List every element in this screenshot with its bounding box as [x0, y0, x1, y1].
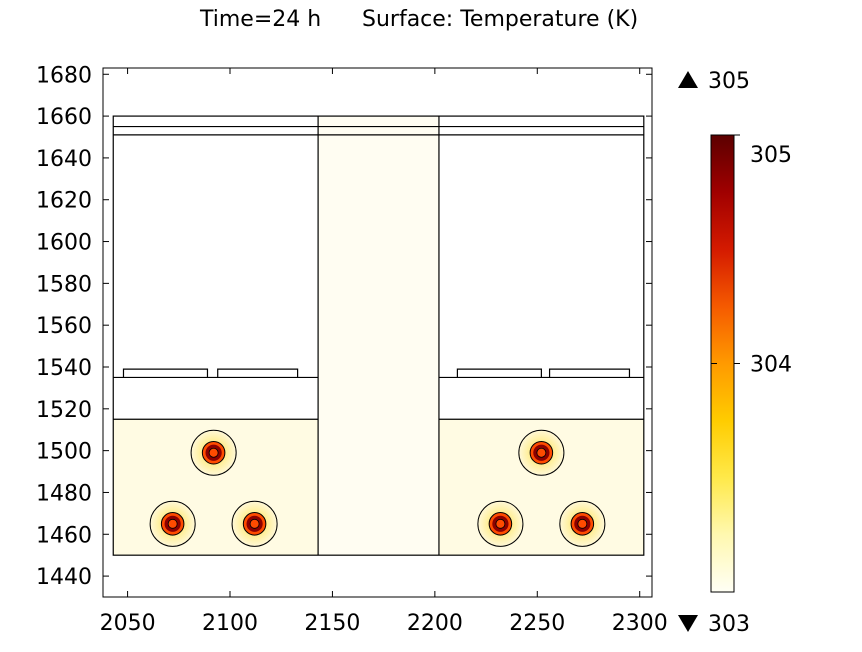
- source-inner: [536, 447, 547, 458]
- colorbar-min-label: 303: [708, 612, 750, 637]
- heat-source: [231, 500, 278, 547]
- y-tick-label: 1540: [36, 356, 92, 381]
- colorbar-tick-label: 304: [750, 353, 792, 378]
- geometry-outline: [112, 115, 645, 556]
- y-tick-label: 1640: [36, 147, 92, 172]
- source-inner: [208, 447, 219, 458]
- y-tick-label: 1520: [36, 398, 92, 423]
- y-tick-label: 1680: [36, 63, 92, 88]
- x-tick-label: 2050: [100, 611, 156, 636]
- tray-outline: [456, 368, 542, 378]
- y-tick-label: 1480: [36, 481, 92, 506]
- x-axis: 2050 2100 2150 2200 2250 2300: [100, 68, 668, 636]
- x-tick-label: 2150: [304, 611, 360, 636]
- max-marker-icon: [678, 71, 698, 88]
- source-inner: [249, 518, 260, 529]
- y-tick-label: 1600: [36, 231, 92, 256]
- tray-outline: [122, 368, 209, 378]
- x-tick-label: 2300: [612, 611, 668, 636]
- title-text: Time=24 h: [199, 7, 321, 32]
- colorbar-ticks: 305 304: [711, 134, 792, 378]
- y-tick-label: 1620: [36, 189, 92, 214]
- heat-source: [190, 429, 237, 476]
- y-tick-label: 1500: [36, 440, 92, 465]
- tray-outline: [217, 368, 299, 378]
- x-tick-label: 2100: [202, 611, 258, 636]
- source-inner: [495, 518, 506, 529]
- y-tick-label: 1560: [36, 314, 92, 339]
- tray-outline: [548, 368, 631, 378]
- y-tick-label: 1440: [36, 565, 92, 590]
- y-tick-label: 1580: [36, 272, 92, 297]
- heat-source: [477, 500, 524, 547]
- heat-source: [518, 429, 565, 476]
- x-tick-label: 2200: [407, 611, 463, 636]
- colorbar-tick-label: 305: [750, 143, 792, 168]
- heat-source: [149, 500, 196, 547]
- x-tick-label: 2250: [509, 611, 565, 636]
- y-tick-label: 1460: [36, 523, 92, 548]
- source-inner: [167, 518, 178, 529]
- heat-sources: [149, 429, 606, 547]
- temperature-field: [113, 116, 644, 556]
- y-tick-label: 1660: [36, 105, 92, 130]
- colorbar-max-label: 305: [708, 69, 750, 94]
- subtitle-text: Surface: Temperature (K): [362, 7, 638, 32]
- outer-box: [112, 115, 645, 556]
- y-axis: 1440 1460 1480 1500 1520 1540 1560 1580 1600 1620…: [36, 63, 652, 590]
- source-inner: [577, 518, 588, 529]
- min-marker-icon: [678, 615, 698, 632]
- heat-source: [559, 500, 606, 547]
- colorbar: 305 304 305 303: [678, 69, 792, 637]
- chart-title: Time=24 h Surface: Temperature (K): [199, 7, 638, 32]
- plot-frame: [102, 67, 653, 598]
- channel-region: [318, 116, 439, 556]
